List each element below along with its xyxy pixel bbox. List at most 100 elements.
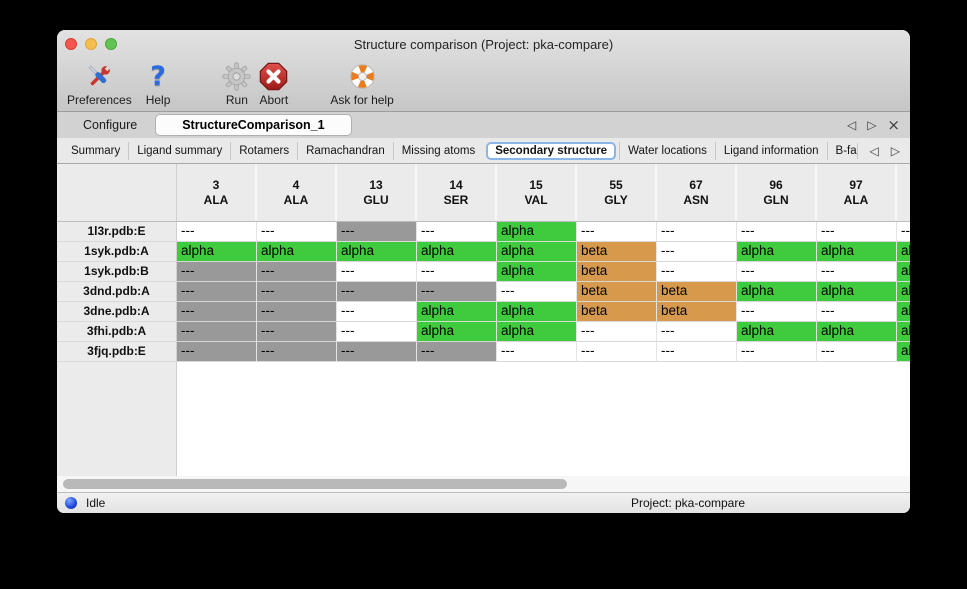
table-cell[interactable]: --- bbox=[737, 262, 817, 282]
table-cell[interactable]: alpha bbox=[897, 282, 910, 302]
table-cell[interactable]: --- bbox=[657, 262, 737, 282]
table-cell[interactable]: --- bbox=[337, 222, 417, 242]
tab-scroll-right-button[interactable]: ▷ bbox=[867, 118, 877, 132]
report-tab-controls: ◁ ▷ bbox=[856, 142, 910, 159]
table-cell[interactable]: --- bbox=[657, 222, 737, 242]
tab-missing-atoms[interactable]: Missing atoms bbox=[392, 141, 484, 160]
table-cell[interactable]: --- bbox=[177, 302, 257, 322]
tab-ligand-summary[interactable]: Ligand summary bbox=[128, 141, 230, 160]
table-cell[interactable]: --- bbox=[817, 222, 897, 242]
table-cell[interactable]: --- bbox=[577, 322, 657, 342]
run-button[interactable]: Run bbox=[222, 61, 251, 107]
table-cell[interactable]: alpha bbox=[817, 282, 897, 302]
table-cell[interactable]: --- bbox=[817, 302, 897, 322]
table-cell[interactable]: alpha bbox=[417, 242, 497, 262]
table-cell[interactable]: --- bbox=[177, 222, 257, 242]
table-cell[interactable]: --- bbox=[737, 222, 817, 242]
table-cell[interactable]: alpha bbox=[817, 242, 897, 262]
table-cell[interactable]: --- bbox=[337, 322, 417, 342]
table-cell[interactable]: alpha bbox=[737, 282, 817, 302]
abort-button[interactable]: Abort bbox=[259, 61, 288, 107]
table-cell[interactable]: --- bbox=[417, 282, 497, 302]
table-cell[interactable]: --- bbox=[337, 282, 417, 302]
table-cell[interactable]: alpha bbox=[897, 262, 910, 282]
horizontal-scrollbar[interactable] bbox=[57, 476, 910, 492]
table-cell[interactable]: alpha bbox=[497, 262, 577, 282]
help-button[interactable]: ? Help bbox=[146, 61, 171, 107]
table-cell[interactable]: beta bbox=[577, 302, 657, 322]
minimize-button[interactable] bbox=[85, 38, 97, 50]
table-cell[interactable]: alpha bbox=[897, 302, 910, 322]
table-cell[interactable]: --- bbox=[417, 222, 497, 242]
table-cell[interactable]: beta bbox=[577, 242, 657, 262]
table-cell[interactable]: --- bbox=[817, 342, 897, 362]
tab-ramachandran[interactable]: Ramachandran bbox=[297, 141, 393, 160]
table-cell[interactable]: alpha bbox=[497, 242, 577, 262]
tab-water-locations[interactable]: Water locations bbox=[619, 141, 715, 160]
table-cell[interactable]: alpha bbox=[817, 322, 897, 342]
subtab-scroll-left-button[interactable]: ◁ bbox=[869, 143, 879, 158]
table-cell[interactable]: --- bbox=[337, 342, 417, 362]
table-cell[interactable]: --- bbox=[577, 222, 657, 242]
table-cell[interactable]: --- bbox=[257, 322, 337, 342]
table-cell[interactable]: alpha bbox=[897, 242, 910, 262]
tab-structurecomparison-1[interactable]: StructureComparison_1 bbox=[155, 114, 352, 136]
tab-configure[interactable]: Configure bbox=[83, 118, 138, 132]
table-cell[interactable]: beta bbox=[657, 282, 737, 302]
table-cell[interactable]: --- bbox=[497, 342, 577, 362]
table-cell[interactable]: --- bbox=[497, 282, 577, 302]
table-cell[interactable]: alpha bbox=[497, 322, 577, 342]
table-cell[interactable]: beta bbox=[657, 302, 737, 322]
table-cell[interactable]: alpha bbox=[737, 322, 817, 342]
preferences-button[interactable]: Preferences bbox=[67, 61, 132, 107]
table-cell[interactable]: alpha bbox=[897, 322, 910, 342]
table-cell[interactable]: --- bbox=[337, 302, 417, 322]
table-cell[interactable]: --- bbox=[657, 342, 737, 362]
table-cell[interactable]: alpha bbox=[497, 222, 577, 242]
tab-close-button[interactable]: × bbox=[887, 116, 900, 134]
project-label: Project: pka-compare bbox=[630, 496, 746, 510]
close-button[interactable] bbox=[65, 38, 77, 50]
table-cell[interactable]: --- bbox=[257, 342, 337, 362]
tab-scroll-left-button[interactable]: ◁ bbox=[846, 118, 857, 132]
table-cell[interactable]: --- bbox=[257, 222, 337, 242]
table-cell[interactable]: --- bbox=[177, 262, 257, 282]
table-cell[interactable]: --- bbox=[657, 242, 737, 262]
table-cell[interactable]: --- bbox=[177, 322, 257, 342]
table-cell[interactable]: alpha bbox=[497, 302, 577, 322]
table-cell[interactable]: alpha bbox=[897, 342, 910, 362]
table-cell[interactable]: --- bbox=[337, 262, 417, 282]
scrollbar-thumb[interactable] bbox=[63, 479, 567, 489]
table-cell[interactable]: --- bbox=[577, 342, 657, 362]
table-cell[interactable]: beta bbox=[577, 282, 657, 302]
table-cell[interactable]: --- bbox=[417, 342, 497, 362]
table-cell[interactable]: alpha bbox=[337, 242, 417, 262]
tab-b-factors[interactable]: B-factors bbox=[826, 141, 857, 160]
table-cell[interactable]: --- bbox=[817, 262, 897, 282]
table-cell[interactable]: --- bbox=[177, 342, 257, 362]
table-cell[interactable]: --- bbox=[657, 322, 737, 342]
subtab-scroll-right-button[interactable]: ▷ bbox=[890, 143, 900, 158]
ask-for-help-button[interactable]: Ask for help bbox=[330, 61, 394, 107]
tab-summary[interactable]: Summary bbox=[71, 144, 121, 157]
tab-secondary-structure[interactable]: Secondary structure bbox=[486, 141, 617, 160]
title-bar[interactable]: Structure comparison (Project: pka-compa… bbox=[57, 30, 910, 58]
tab-rotamers[interactable]: Rotamers bbox=[230, 141, 297, 160]
table-cell[interactable]: --- bbox=[737, 302, 817, 322]
table-cell[interactable]: alpha bbox=[417, 322, 497, 342]
table-cell[interactable]: beta bbox=[577, 262, 657, 282]
table-cell[interactable]: alpha bbox=[417, 302, 497, 322]
zoom-button[interactable] bbox=[105, 38, 117, 50]
column-header: 96 GLN bbox=[737, 164, 817, 221]
table-cell[interactable]: alpha bbox=[737, 242, 817, 262]
table-cell[interactable]: --- bbox=[897, 222, 910, 242]
table-cell[interactable]: --- bbox=[737, 342, 817, 362]
table-cell[interactable]: --- bbox=[257, 302, 337, 322]
table-cell[interactable]: --- bbox=[177, 282, 257, 302]
table-cell[interactable]: alpha bbox=[177, 242, 257, 262]
table-cell[interactable]: --- bbox=[257, 262, 337, 282]
table-cell[interactable]: --- bbox=[417, 262, 497, 282]
table-cell[interactable]: --- bbox=[257, 282, 337, 302]
tab-ligand-information[interactable]: Ligand information bbox=[714, 141, 827, 160]
table-cell[interactable]: alpha bbox=[257, 242, 337, 262]
